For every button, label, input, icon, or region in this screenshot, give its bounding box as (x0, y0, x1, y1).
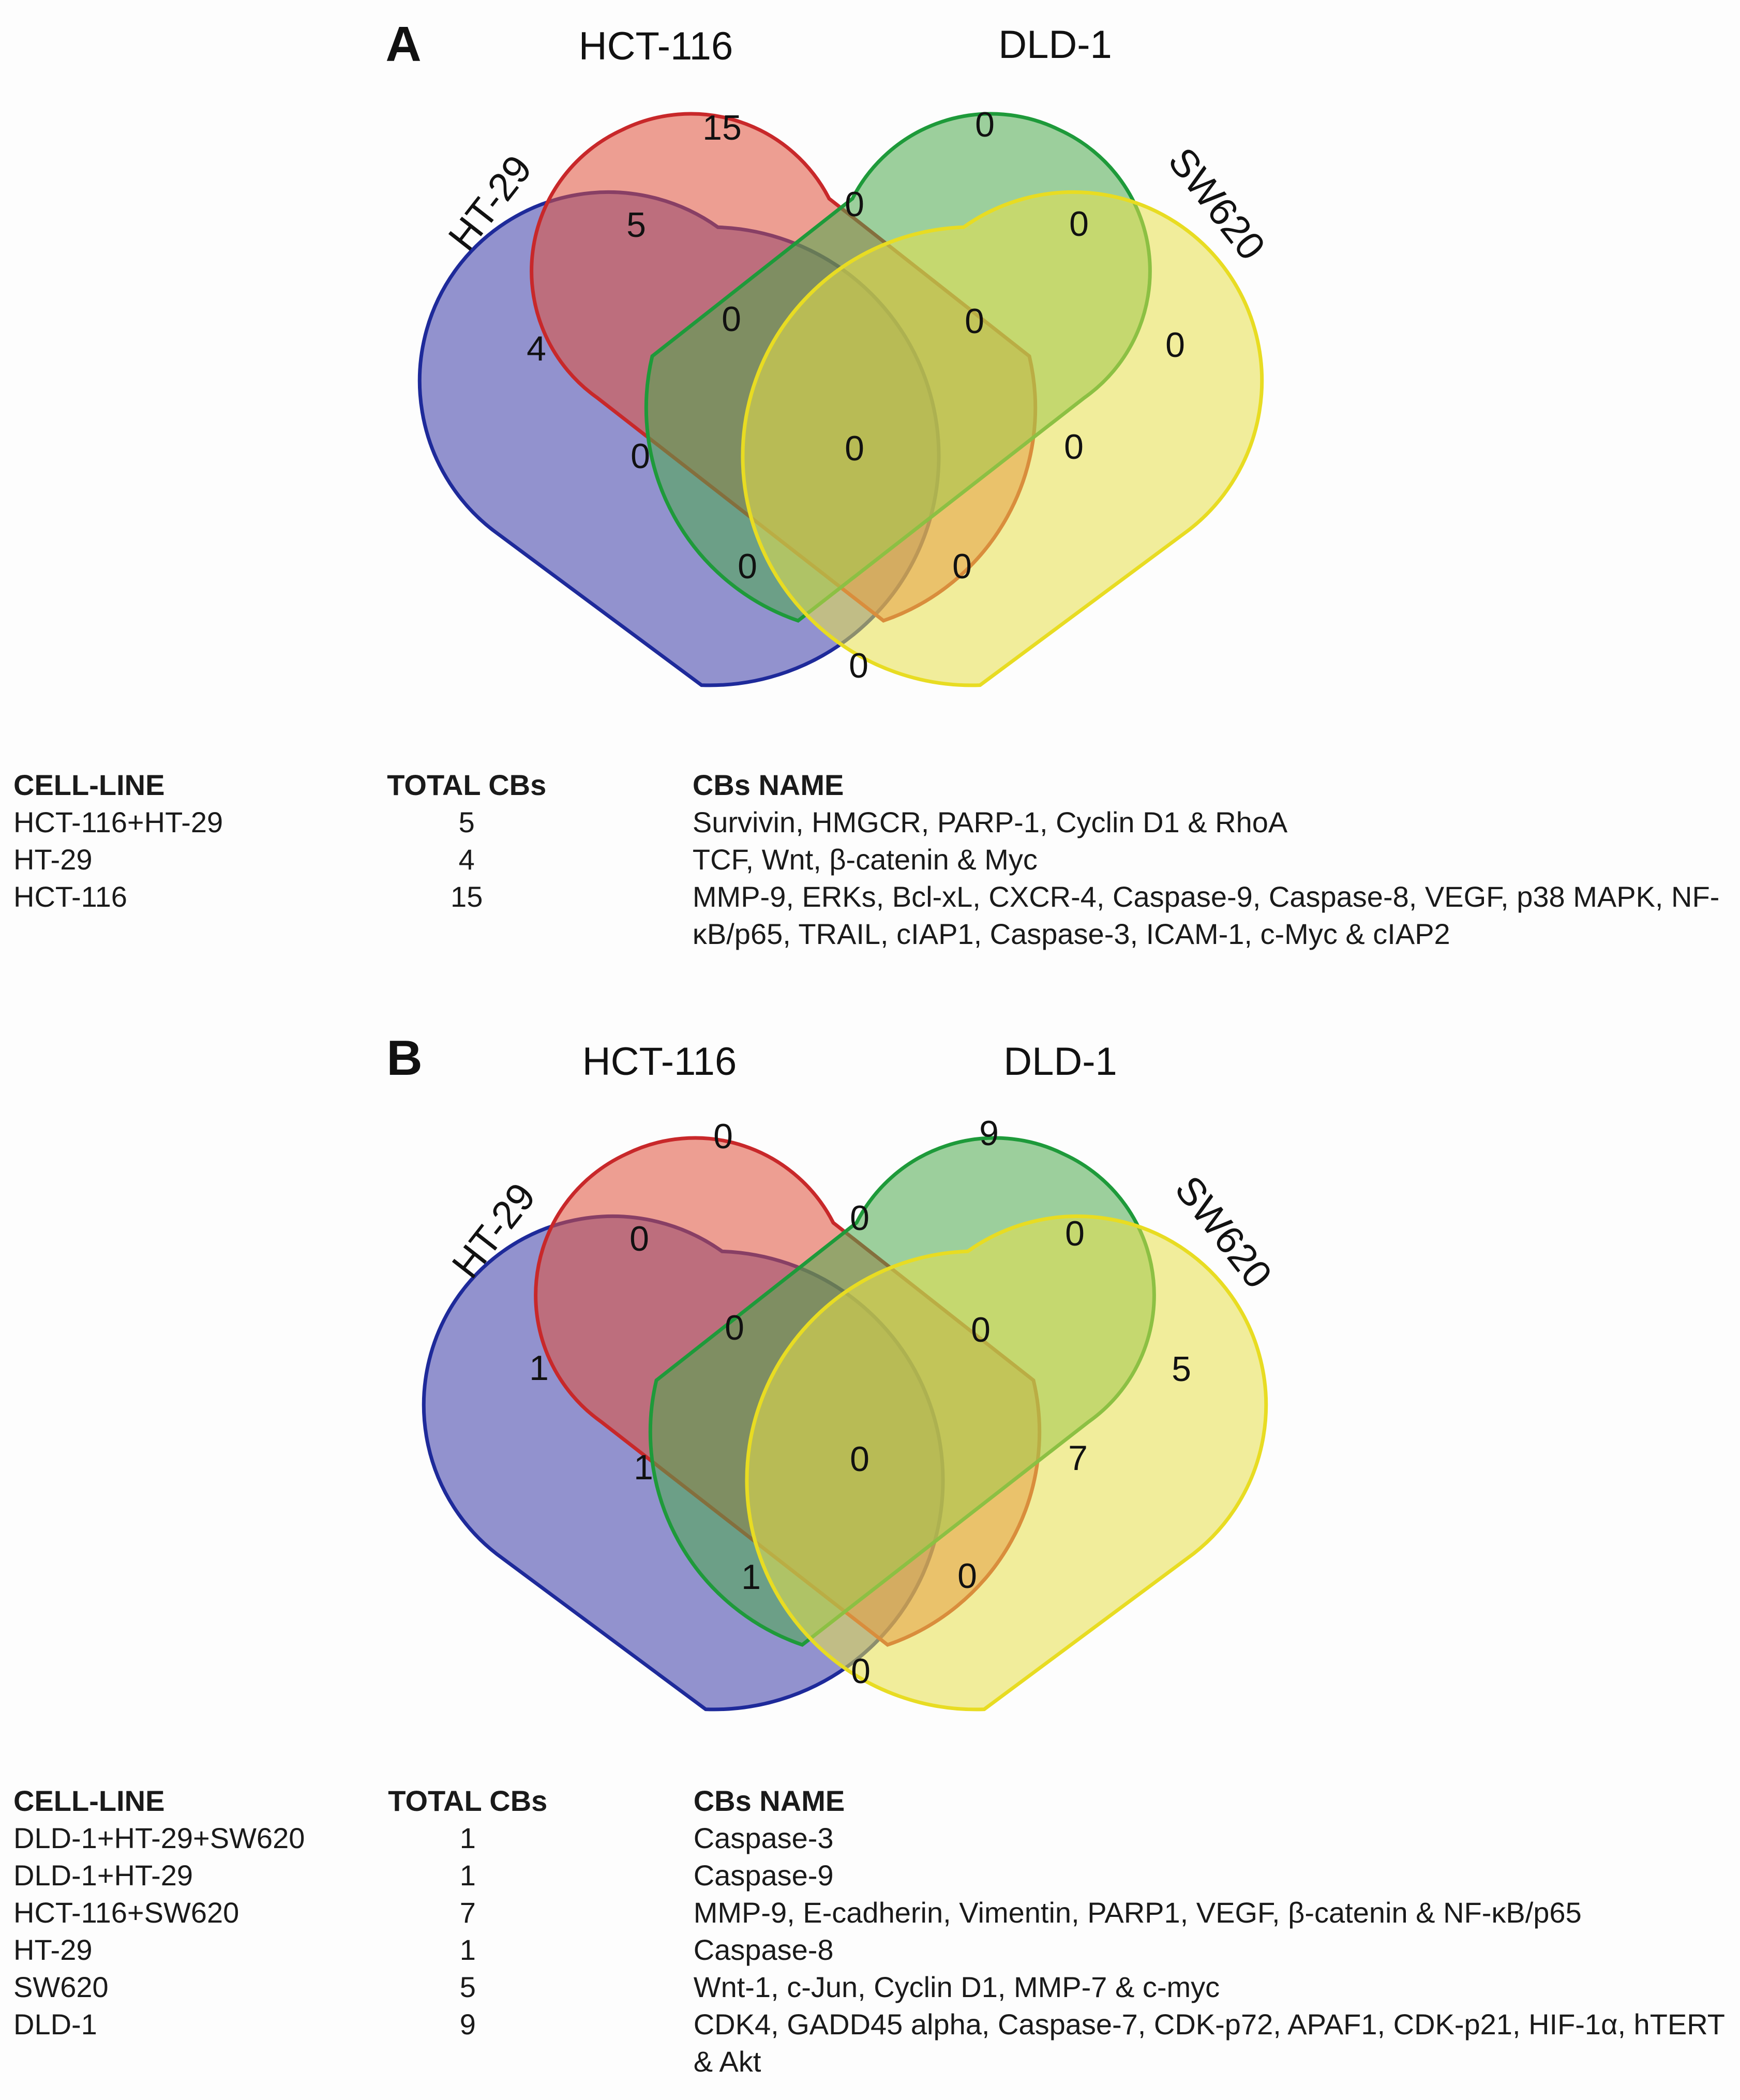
count-ht29-hct116-sw620: 0 (952, 547, 972, 586)
table-row: SW620 5 Wnt-1, c-Jun, Cyclin D1, MMP-7 &… (13, 1969, 1740, 2006)
table-row: HCT-116+SW620 7 MMP-9, E-cadherin, Vimen… (13, 1894, 1740, 1931)
venn-diagram-b: B HCT-116 DLD-1 HT-29 SW620 1 0 9 5 0 0 … (386, 1030, 1280, 1712)
cbs-name: Wnt-1, c-Jun, Cyclin D1, MMP-7 & c-myc (693, 1971, 1220, 2003)
table-row: HCT-116 15 MMP-9, ERKs, Bcl-xL, CXCR-4, … (13, 878, 1740, 953)
cbs-name: TCF, Wnt, β-catenin & Myc (692, 843, 1038, 876)
set-label-dld1: DLD-1 (998, 23, 1112, 67)
table-row: DLD-1 9 CDK4, GADD45 alpha, Caspase-7, C… (13, 2006, 1740, 2080)
total-cbs: 1 (459, 1859, 476, 1892)
header-total-cbs: TOTAL CBs (387, 769, 547, 801)
header-cbs-name: CBs NAME (693, 1784, 845, 1817)
panel-letter: A (385, 17, 421, 72)
count-hct116-dld1: 0 (845, 185, 864, 224)
count-dld1-sw620: 0 (1065, 1214, 1085, 1253)
total-cbs: 1 (459, 1933, 476, 1966)
set-label-dld1: DLD-1 (1003, 1040, 1117, 1084)
cell-line: HCT-116+SW620 (13, 1896, 239, 1929)
count-hct116-sw620: 7 (1068, 1438, 1088, 1478)
cbs-name: Caspase-8 (693, 1933, 834, 1966)
cbs-name: Survivin, HMGCR, PARP-1, Cyclin D1 & Rho… (692, 806, 1288, 838)
count-ht29-sw620: 0 (851, 1652, 871, 1691)
cell-line: HT-29 (13, 843, 93, 876)
count-all-four: 0 (850, 1439, 869, 1479)
count-sw620-only: 5 (1172, 1349, 1191, 1389)
venn-diagram-a: A HCT-116 DLD-1 HT-29 SW620 4 15 0 0 5 0… (385, 17, 1273, 687)
count-ht29-hct116: 5 (626, 205, 646, 245)
count-hct116-dld1: 0 (850, 1198, 869, 1238)
set-label-hct116: HCT-116 (579, 24, 733, 68)
table-header-row: CELL-LINE TOTAL CBs CBs NAME (13, 767, 1740, 804)
panel-a: A HCT-116 DLD-1 HT-29 SW620 4 15 0 0 5 0… (0, 0, 1740, 1024)
table-row: DLD-1+HT-29 1 Caspase-9 (13, 1857, 1740, 1894)
cbs-name: MMP-9, ERKs, Bcl-xL, CXCR-4, Caspase-9, … (692, 880, 1720, 950)
count-ht29-sw620: 0 (849, 646, 868, 685)
total-cbs: 1 (459, 1822, 476, 1854)
header-total-cbs: TOTAL CBs (388, 1784, 548, 1817)
cbs-name: Caspase-3 (693, 1822, 834, 1854)
cell-line: DLD-1+HT-29 (13, 1859, 193, 1892)
cell-line: DLD-1 (13, 2008, 97, 2041)
count-ht29-hct116-dld1: 0 (725, 1308, 744, 1347)
count-ht29-dld1-sw620: 0 (738, 547, 757, 586)
total-cbs: 9 (459, 2008, 476, 2041)
cbs-name: CDK4, GADD45 alpha, Caspase-7, CDK-p72, … (693, 2008, 1724, 2078)
table-row: HT-29 4 TCF, Wnt, β-catenin & Myc (13, 841, 1740, 878)
count-sw620-only: 0 (1165, 325, 1185, 365)
count-ht29-hct116: 0 (629, 1219, 649, 1258)
panel-letter: B (386, 1030, 422, 1086)
count-ht29-only: 4 (527, 329, 546, 368)
table-row: HT-29 1 Caspase-8 (13, 1931, 1740, 1969)
header-cbs-name: CBs NAME (692, 769, 844, 801)
count-hct116-only: 0 (713, 1117, 733, 1156)
count-ht29-hct116-dld1: 0 (722, 299, 741, 339)
total-cbs: 5 (459, 1971, 476, 2003)
total-cbs: 15 (451, 880, 483, 913)
count-dld1-only: 0 (975, 105, 995, 144)
panel-b: B HCT-116 DLD-1 HT-29 SW620 1 0 9 5 0 0 … (0, 1024, 1740, 2100)
count-hct116-only: 15 (702, 108, 742, 147)
total-cbs: 4 (458, 843, 475, 876)
total-cbs: 7 (459, 1896, 476, 1929)
count-ht29-hct116-sw620: 0 (957, 1556, 977, 1596)
table-header-row: CELL-LINE TOTAL CBs CBs NAME (13, 1782, 1740, 1820)
count-hct116-sw620: 0 (1064, 427, 1084, 467)
count-hct116-dld1-sw620: 0 (965, 302, 984, 341)
total-cbs: 5 (458, 806, 475, 838)
cb-table-b: CELL-LINE TOTAL CBs CBs NAME DLD-1+HT-29… (13, 1782, 1740, 2080)
cbs-name: MMP-9, E-cadherin, Vimentin, PARP1, VEGF… (693, 1896, 1582, 1929)
cell-line: HCT-116 (13, 880, 127, 913)
header-cell-line: CELL-LINE (13, 769, 165, 801)
count-dld1-only: 9 (979, 1114, 999, 1153)
count-ht29-dld1-sw620: 1 (741, 1557, 761, 1597)
table-row: HCT-116+HT-29 5 Survivin, HMGCR, PARP-1,… (13, 804, 1740, 841)
count-ht29-dld1: 0 (631, 437, 650, 476)
cell-line: HCT-116+HT-29 (13, 806, 223, 838)
ellipse-sw620 (741, 190, 1264, 687)
cb-table-a: CELL-LINE TOTAL CBs CBs NAME HCT-116+HT-… (13, 767, 1740, 953)
set-label-hct116: HCT-116 (582, 1040, 737, 1084)
header-cell-line: CELL-LINE (13, 1784, 165, 1817)
cell-line: SW620 (13, 1971, 109, 2003)
count-ht29-only: 1 (529, 1348, 549, 1388)
cell-line: HT-29 (13, 1933, 93, 1966)
table-row: DLD-1+HT-29+SW620 1 Caspase-3 (13, 1820, 1740, 1857)
cell-line: DLD-1+HT-29+SW620 (13, 1822, 305, 1854)
count-ht29-dld1: 1 (634, 1448, 653, 1487)
cbs-name: Caspase-9 (693, 1859, 834, 1892)
count-hct116-dld1-sw620: 0 (971, 1310, 991, 1349)
count-dld1-sw620: 0 (1069, 204, 1089, 244)
ellipse-sw620 (745, 1214, 1268, 1712)
count-all-four: 0 (845, 429, 864, 468)
